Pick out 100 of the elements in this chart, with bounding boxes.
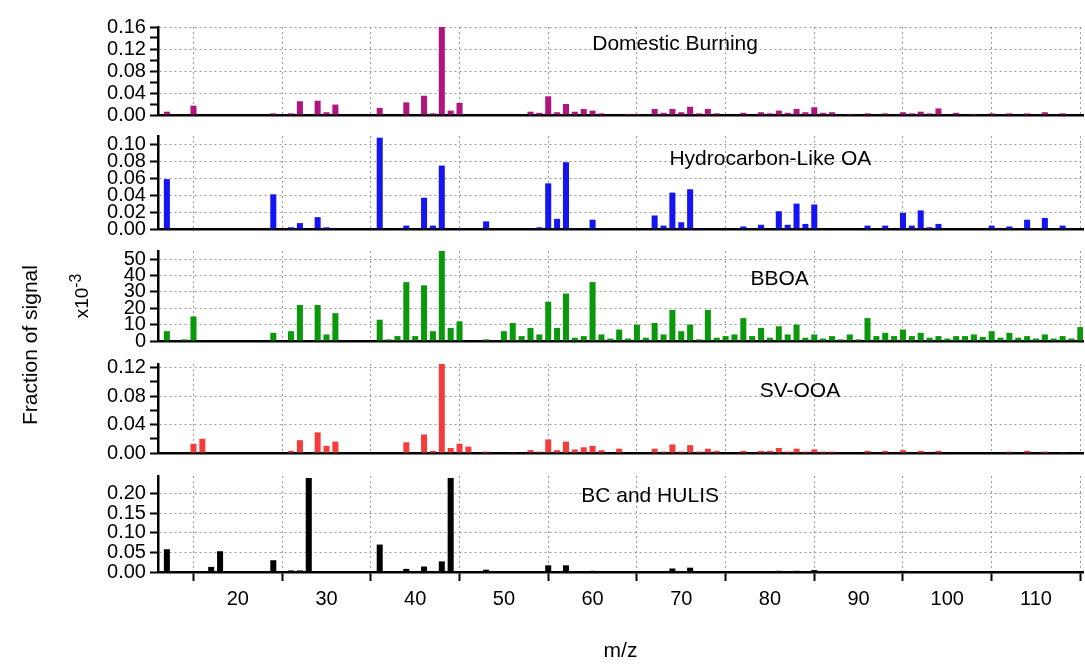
y-tick-label: 0.16: [107, 14, 146, 37]
bar: [997, 337, 1004, 341]
y-tick-label: 0.12: [107, 36, 146, 59]
bar: [811, 107, 818, 115]
bar: [562, 104, 569, 115]
bar: [500, 331, 507, 341]
bar: [988, 225, 995, 229]
bar: [314, 217, 321, 229]
bar: [678, 112, 685, 115]
bar: [332, 313, 339, 341]
bar: [678, 331, 685, 341]
bar: [288, 331, 295, 341]
bar: [802, 223, 809, 229]
bar: [1041, 334, 1048, 341]
bar: [314, 305, 321, 341]
bar: [199, 438, 206, 453]
y-tick-label: 0.04: [107, 412, 146, 435]
bar: [323, 334, 330, 341]
bar: [722, 336, 729, 341]
x-tick-label: 80: [758, 586, 782, 609]
x-tick-label: 40: [404, 586, 427, 609]
bar: [332, 104, 339, 115]
bar: [669, 192, 676, 229]
bar: [633, 324, 640, 341]
bar: [899, 450, 906, 453]
bar: [882, 332, 889, 341]
bar: [678, 222, 685, 229]
bar: [314, 100, 321, 115]
x-tick-label: 110: [1020, 586, 1052, 609]
bar: [562, 162, 569, 229]
bar: [554, 112, 561, 115]
bar: [704, 108, 711, 115]
bar: [669, 444, 676, 453]
bar: [554, 218, 561, 229]
bar: [421, 285, 428, 341]
bar: [616, 329, 623, 341]
bar: [571, 449, 578, 453]
bar: [403, 282, 410, 341]
y-tick-label: 0.00: [107, 440, 146, 463]
bar: [376, 137, 383, 229]
bar: [296, 440, 303, 453]
bar: [802, 112, 809, 115]
bar: [598, 334, 605, 341]
bar: [687, 445, 694, 453]
bar: [403, 102, 410, 115]
bar: [793, 203, 800, 229]
bar: [811, 204, 818, 229]
bar: [846, 334, 853, 341]
bar: [740, 226, 747, 229]
y-tick-label: 0.04: [107, 80, 146, 103]
bar: [935, 223, 942, 229]
y-tick-label: 0.08: [107, 58, 146, 81]
bar: [163, 331, 170, 341]
bar: [1059, 336, 1066, 341]
bar: [571, 111, 578, 115]
chart-title: BC and HULIS: [581, 482, 719, 506]
bar: [403, 225, 410, 229]
bar: [758, 112, 765, 115]
x-tick-label: 60: [581, 586, 604, 609]
bar: [829, 336, 836, 341]
bar: [731, 334, 738, 341]
bar: [908, 336, 915, 341]
bar: [740, 318, 747, 341]
bar: [589, 282, 596, 341]
bar: [775, 110, 782, 115]
bar: [190, 443, 197, 453]
y-tick-label: 0.10: [107, 131, 146, 154]
bar: [704, 309, 711, 341]
bar: [598, 450, 605, 453]
bar: [589, 219, 596, 229]
bar: [899, 212, 906, 229]
bar: [163, 179, 170, 229]
bar: [1024, 219, 1031, 229]
bar: [421, 95, 428, 115]
bar: [314, 432, 321, 453]
bar: [332, 441, 339, 453]
bar: [323, 112, 330, 115]
bar: [793, 324, 800, 341]
bar: [163, 111, 170, 115]
bar: [562, 293, 569, 341]
x-tick-label: 20: [226, 586, 249, 609]
bar: [536, 334, 543, 341]
bar: [554, 327, 561, 341]
bar: [438, 165, 445, 229]
bar: [580, 108, 587, 115]
bar: [1015, 337, 1022, 341]
bar: [970, 334, 977, 341]
bar: [784, 334, 791, 341]
bar: [527, 327, 534, 341]
bar: [979, 336, 986, 341]
bar: [589, 110, 596, 115]
bar: [545, 183, 552, 229]
bar: [1077, 327, 1083, 341]
bar: [687, 324, 694, 341]
bar: [651, 323, 658, 341]
bar: [545, 439, 552, 453]
bar: [545, 96, 552, 115]
bar: [749, 336, 756, 341]
bar: [802, 337, 809, 341]
y-tick-label: 0.08: [107, 383, 146, 406]
